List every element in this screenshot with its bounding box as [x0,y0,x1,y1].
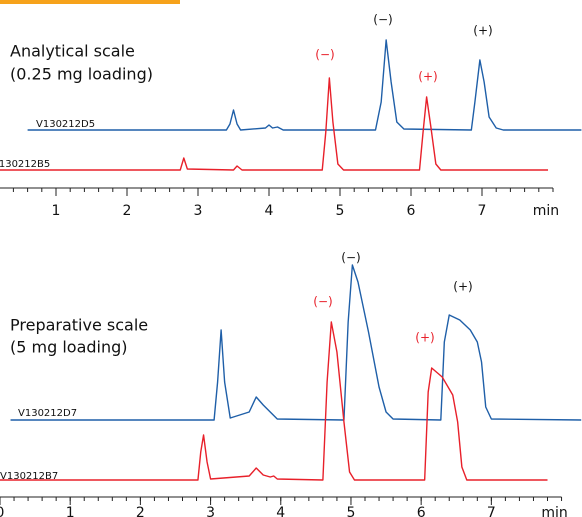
series-label: V130212D7 [18,408,77,419]
series-label: V130212B5 [0,159,50,170]
x-tick-label: 7 [478,203,487,219]
x-axis-label: min [533,203,559,219]
series-label: V130212B7 [0,471,58,482]
annotation: (+) [473,24,492,38]
annotation: (−) [373,13,392,27]
annotation: (−) [315,48,334,62]
annotation: (−) [313,295,332,309]
x-tick-label: 7 [487,505,496,517]
x-tick-label: 1 [66,505,75,517]
panel-title: Analytical scale [10,42,135,61]
panel-title: Preparative scale [10,316,148,335]
panel-subtitle: (5 mg loading) [10,338,128,357]
trace [0,321,548,481]
x-tick-label: 0 [0,505,4,517]
x-tick-label: 4 [276,505,285,517]
x-tick-label: 5 [347,505,356,517]
trace [0,77,549,171]
x-tick-label: 3 [206,505,215,517]
annotation: (+) [418,70,437,84]
x-axis-label: min [541,505,567,517]
x-tick-label: 1 [52,203,61,219]
annotation: (−) [341,251,360,265]
decor-bar [0,0,180,4]
trace [10,264,582,421]
x-tick-label: 2 [136,505,145,517]
x-tick-label: 5 [336,203,345,219]
trace [27,39,582,131]
annotation: (+) [453,280,472,294]
x-tick-label: 2 [123,203,132,219]
x-tick-label: 6 [407,203,416,219]
series-label: V130212D5 [36,119,95,130]
x-tick-label: 3 [194,203,203,219]
annotation: (+) [415,331,434,345]
panel-subtitle: (0.25 mg loading) [10,65,153,84]
x-tick-label: 6 [417,505,426,517]
x-tick-label: 4 [265,203,274,219]
